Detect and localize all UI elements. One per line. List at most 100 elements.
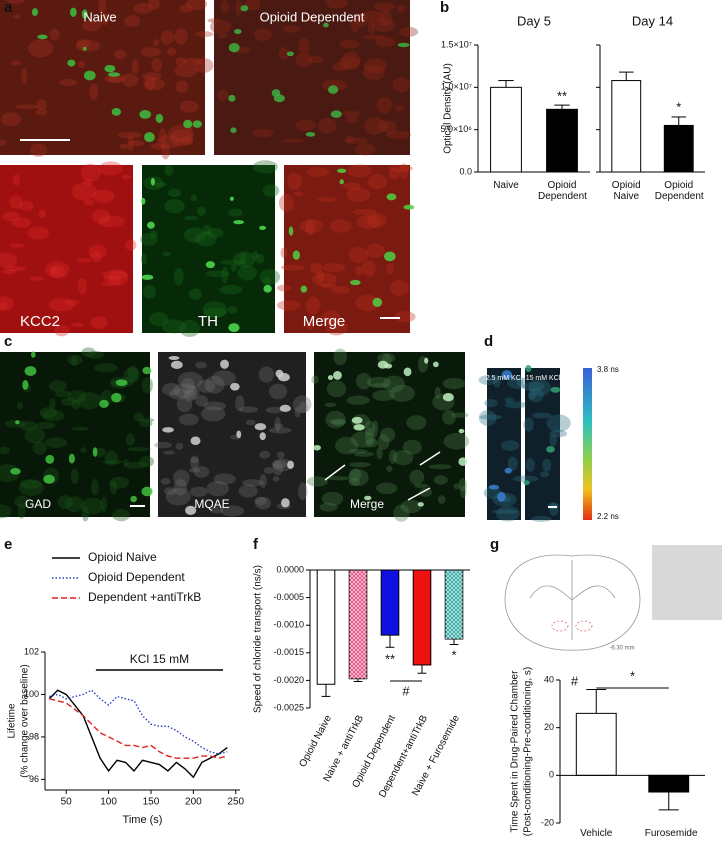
cell <box>372 297 383 307</box>
texture <box>203 307 227 318</box>
cell <box>305 132 316 137</box>
texture <box>251 128 274 138</box>
texture <box>104 450 119 466</box>
texture <box>122 174 132 180</box>
texture <box>149 312 169 327</box>
panel-letter: b <box>440 0 449 16</box>
bar <box>546 108 578 173</box>
texture <box>9 195 23 209</box>
texture <box>377 433 390 450</box>
y-tick-label: -0.0005 <box>273 592 304 602</box>
texture <box>1 268 17 275</box>
x-tick-label: Opioid Naive <box>611 180 641 202</box>
texture <box>14 104 39 109</box>
cell <box>351 416 363 424</box>
texture <box>196 206 206 217</box>
y-axis-label: Speed of chloride transport (ns/s) <box>253 565 264 713</box>
image-label: 3.8 ns <box>597 365 619 374</box>
texture <box>245 419 256 426</box>
series-line <box>49 689 228 755</box>
texture <box>213 473 236 485</box>
texture <box>376 482 398 495</box>
texture <box>367 213 387 228</box>
texture <box>91 209 111 224</box>
image-label: Opioid Dependent <box>260 9 365 24</box>
texture <box>442 377 466 390</box>
cell <box>458 428 465 434</box>
texture <box>227 208 243 217</box>
texture <box>80 447 87 454</box>
texture <box>165 487 191 506</box>
texture <box>194 58 214 73</box>
bar <box>663 124 694 173</box>
texture <box>483 486 502 499</box>
texture <box>50 266 58 275</box>
texture <box>121 73 139 87</box>
texture <box>197 379 216 393</box>
cell <box>43 474 55 484</box>
texture <box>9 243 26 248</box>
texture <box>346 187 371 202</box>
texture <box>329 219 352 233</box>
texture <box>277 284 292 292</box>
texture <box>98 215 125 228</box>
texture <box>122 459 130 466</box>
texture <box>150 230 158 239</box>
y-axis-label: Lifetime <box>7 703 18 738</box>
texture <box>399 26 419 37</box>
cell <box>349 279 361 286</box>
texture <box>271 459 287 469</box>
legend-label: Dependent +antiTrkB <box>88 590 201 604</box>
panel-letter: e <box>4 536 12 553</box>
cell <box>37 34 48 40</box>
cell <box>337 168 347 173</box>
texture <box>181 377 195 394</box>
texture <box>369 383 391 389</box>
texture <box>309 262 323 274</box>
texture <box>124 15 141 27</box>
texture <box>227 306 238 314</box>
texture <box>112 508 131 522</box>
texture <box>376 97 393 114</box>
texture <box>372 389 396 401</box>
x-tick-label: 200 <box>185 797 202 808</box>
annotation: ** <box>557 88 567 103</box>
cell <box>233 220 245 225</box>
texture <box>71 182 97 201</box>
texture <box>354 12 368 27</box>
texture <box>399 163 409 180</box>
texture <box>57 495 73 510</box>
texture <box>36 99 47 110</box>
texture <box>92 189 115 203</box>
cell <box>108 72 120 77</box>
texture <box>12 14 21 19</box>
texture <box>350 431 376 448</box>
texture <box>38 209 46 219</box>
texture <box>109 480 118 495</box>
cell <box>288 226 294 236</box>
micrograph <box>140 160 281 338</box>
micrograph <box>512 364 571 522</box>
texture <box>394 105 405 112</box>
texture <box>400 499 422 514</box>
texture <box>14 495 29 508</box>
texture <box>49 380 67 392</box>
texture <box>507 456 518 471</box>
texture <box>376 446 383 460</box>
cell <box>67 59 76 67</box>
texture <box>190 194 197 202</box>
brain-section <box>504 554 641 651</box>
texture <box>330 286 350 294</box>
texture <box>355 265 363 276</box>
texture <box>272 458 293 472</box>
texture <box>190 457 199 463</box>
texture <box>127 134 134 152</box>
texture <box>91 478 99 496</box>
texture <box>133 412 144 422</box>
cell <box>240 5 249 12</box>
texture <box>100 496 108 513</box>
texture <box>325 318 348 336</box>
texture <box>322 263 346 273</box>
texture <box>81 497 104 515</box>
texture <box>158 128 168 144</box>
